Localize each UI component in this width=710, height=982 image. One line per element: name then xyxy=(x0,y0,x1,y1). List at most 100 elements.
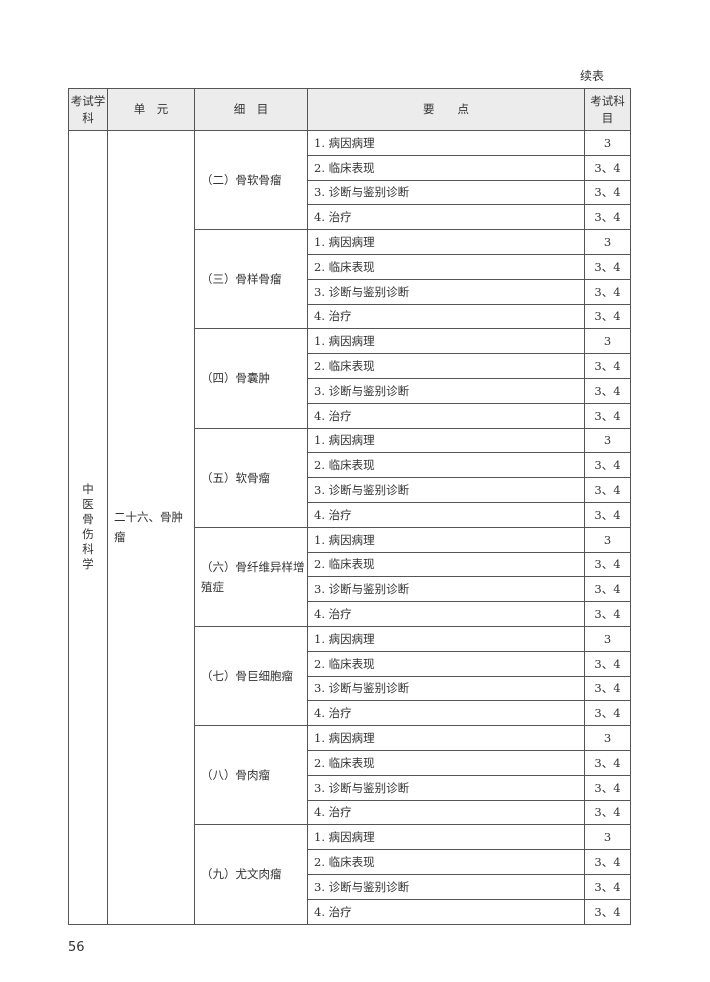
exam-code-cell: 3、4 xyxy=(584,849,631,875)
item-cell: （九）尤文肉瘤 xyxy=(194,824,308,925)
point-cell: 4. 治疗 xyxy=(307,501,585,528)
header-subject: 考试学科 xyxy=(68,88,108,131)
exam-code-cell: 3、4 xyxy=(584,700,631,727)
exam-code-cell: 3、4 xyxy=(584,204,631,231)
unit-cell: 二十六、骨肿瘤 xyxy=(107,130,195,925)
header-exam: 考试科目 xyxy=(584,88,631,131)
point-cell: 4. 治疗 xyxy=(307,799,585,826)
table-row: 3. 诊断与鉴别诊断 3、4 xyxy=(69,873,631,900)
exam-code-cell: 3、4 xyxy=(584,303,631,330)
point-cell: 2. 临床表现 xyxy=(307,650,585,677)
point-cell: 2. 临床表现 xyxy=(307,353,585,379)
point-cell: 2. 临床表现 xyxy=(307,253,585,280)
exam-code-cell: 3、4 xyxy=(584,402,631,429)
exam-code-cell: 3、4 xyxy=(584,799,631,826)
table-row: 3. 诊断与鉴别诊断 3、4 xyxy=(69,278,631,305)
exam-code-cell: 3、4 xyxy=(584,253,631,280)
point-cell: 4. 治疗 xyxy=(307,303,585,330)
item-cell: （七）骨巨细胞瘤 xyxy=(194,625,308,727)
subject-cell: 中医骨伤科学 xyxy=(68,130,108,925)
item-cell: （二）骨软骨瘤 xyxy=(194,129,308,231)
header-points: 要 点 xyxy=(307,88,585,131)
exam-code-cell: 3 xyxy=(584,328,631,355)
table-row: （四）骨囊肿 1. 病因病理 3 xyxy=(69,328,631,429)
point-cell: 2. 临床表现 xyxy=(307,749,585,776)
table-row: 2. 临床表现 3、4 xyxy=(69,154,631,181)
point-cell: 1. 病因病理 xyxy=(307,229,585,255)
table-row: （九）尤文肉瘤 1. 病因病理 3 xyxy=(69,824,631,925)
exam-code-cell: 3、4 xyxy=(584,477,631,503)
exam-code-cell: 3 xyxy=(584,725,631,751)
exam-code-cell: 3、4 xyxy=(584,278,631,305)
table-row: 4. 治疗 3、4 xyxy=(69,501,631,528)
item-cell: （三）骨样骨瘤 xyxy=(194,229,308,330)
table-row: 2. 临床表现 3、4 xyxy=(69,849,631,875)
table-row: 中医骨伤科学二十六、骨肿瘤 （二）骨软骨瘤 1. 病因病理 3 xyxy=(68,129,631,925)
point-cell: 1. 病因病理 xyxy=(307,427,585,454)
point-cell: 1. 病因病理 xyxy=(307,625,585,652)
header-item: 细 目 xyxy=(194,88,308,131)
table-row: 2. 临床表现 3、4 xyxy=(69,650,631,677)
page-number: 56 xyxy=(68,940,85,955)
table-row: （六）骨纤维异样增殖症 1. 病因病理 3 xyxy=(69,526,631,627)
table-row: （三）骨样骨瘤 1. 病因病理 3 xyxy=(69,229,631,330)
point-cell: 3. 诊断与鉴别诊断 xyxy=(307,377,585,404)
exam-code-cell: 3、4 xyxy=(584,353,631,379)
point-cell: 4. 治疗 xyxy=(307,204,585,231)
point-cell: 4. 治疗 xyxy=(307,402,585,429)
point-cell: 3. 诊断与鉴别诊断 xyxy=(307,278,585,305)
exam-code-cell: 3、4 xyxy=(584,749,631,776)
exam-code-cell: 3、4 xyxy=(584,179,631,206)
point-cell: 3. 诊断与鉴别诊断 xyxy=(307,873,585,900)
point-cell: 2. 临床表现 xyxy=(307,452,585,479)
item-cell: （四）骨囊肿 xyxy=(194,328,308,429)
exam-code-cell: 3、4 xyxy=(584,675,631,702)
point-cell: 2. 临床表现 xyxy=(307,849,585,875)
table-row: 4. 治疗 3、4 xyxy=(69,402,631,429)
exam-code-cell: 3 xyxy=(584,824,631,851)
table-row: 2. 临床表现 3、4 xyxy=(69,452,631,479)
header-row: 考试学科 单 元 细 目 要 点 考试科目 xyxy=(68,88,631,131)
exam-code-cell: 3、4 xyxy=(584,154,631,181)
exam-code-cell: 3、4 xyxy=(584,898,631,925)
exam-code-cell: 3、4 xyxy=(584,650,631,677)
point-cell: 4. 治疗 xyxy=(307,700,585,727)
table-row: 3. 诊断与鉴别诊断 3、4 xyxy=(69,576,631,603)
table-row: 2. 临床表现 3、4 xyxy=(69,749,631,776)
exam-code-cell: 3 xyxy=(584,229,631,255)
exam-code-cell: 3、4 xyxy=(584,873,631,900)
item-cell: （六）骨纤维异样增殖症 xyxy=(194,526,308,627)
point-cell: 4. 治疗 xyxy=(307,601,585,627)
exam-code-cell: 3、4 xyxy=(584,774,631,801)
point-cell: 3. 诊断与鉴别诊断 xyxy=(307,576,585,603)
exam-code-cell: 3、4 xyxy=(584,576,631,603)
table-row: 3. 诊断与鉴别诊断 3、4 xyxy=(69,774,631,801)
point-cell: 3. 诊断与鉴别诊断 xyxy=(307,774,585,801)
point-cell: 3. 诊断与鉴别诊断 xyxy=(307,675,585,702)
exam-code-cell: 3 xyxy=(584,427,631,454)
table-row: 2. 临床表现 3、4 xyxy=(69,551,631,578)
table-row: 4. 治疗 3、4 xyxy=(69,700,631,727)
item-cell: （八）骨肉瘤 xyxy=(194,725,308,826)
table-row: 4. 治疗 3、4 xyxy=(69,799,631,826)
table-row: 4. 治疗 3、4 xyxy=(69,601,631,627)
point-cell: 2. 临床表现 xyxy=(307,551,585,578)
point-cell: 3. 诊断与鉴别诊断 xyxy=(307,477,585,503)
table-row: 4. 治疗 3、4 xyxy=(69,898,631,925)
exam-code-cell: 3、4 xyxy=(584,452,631,479)
exam-code-cell: 3 xyxy=(584,625,631,652)
table-row: 3. 诊断与鉴别诊断 3、4 xyxy=(69,675,631,702)
point-cell: 3. 诊断与鉴别诊断 xyxy=(307,179,585,206)
continued-label: 续表 xyxy=(580,69,605,83)
exam-code-cell: 3 xyxy=(584,130,631,156)
exam-code-cell: 3 xyxy=(584,526,631,553)
table-row: （八）骨肉瘤 1. 病因病理 3 xyxy=(69,725,631,826)
point-cell: 1. 病因病理 xyxy=(307,824,585,851)
exam-code-cell: 3、4 xyxy=(584,377,631,404)
point-cell: 4. 治疗 xyxy=(307,898,585,925)
table-row: （七）骨巨细胞瘤 1. 病因病理 3 xyxy=(69,625,631,727)
syllabus-table: 考试学科 单 元 细 目 要 点 考试科目 中医骨伤科学二十六、骨肿瘤 （二）骨软… xyxy=(68,88,631,925)
table-row: 2. 临床表现 3、4 xyxy=(69,253,631,280)
point-cell: 1. 病因病理 xyxy=(307,725,585,751)
exam-code-cell: 3、4 xyxy=(584,601,631,627)
